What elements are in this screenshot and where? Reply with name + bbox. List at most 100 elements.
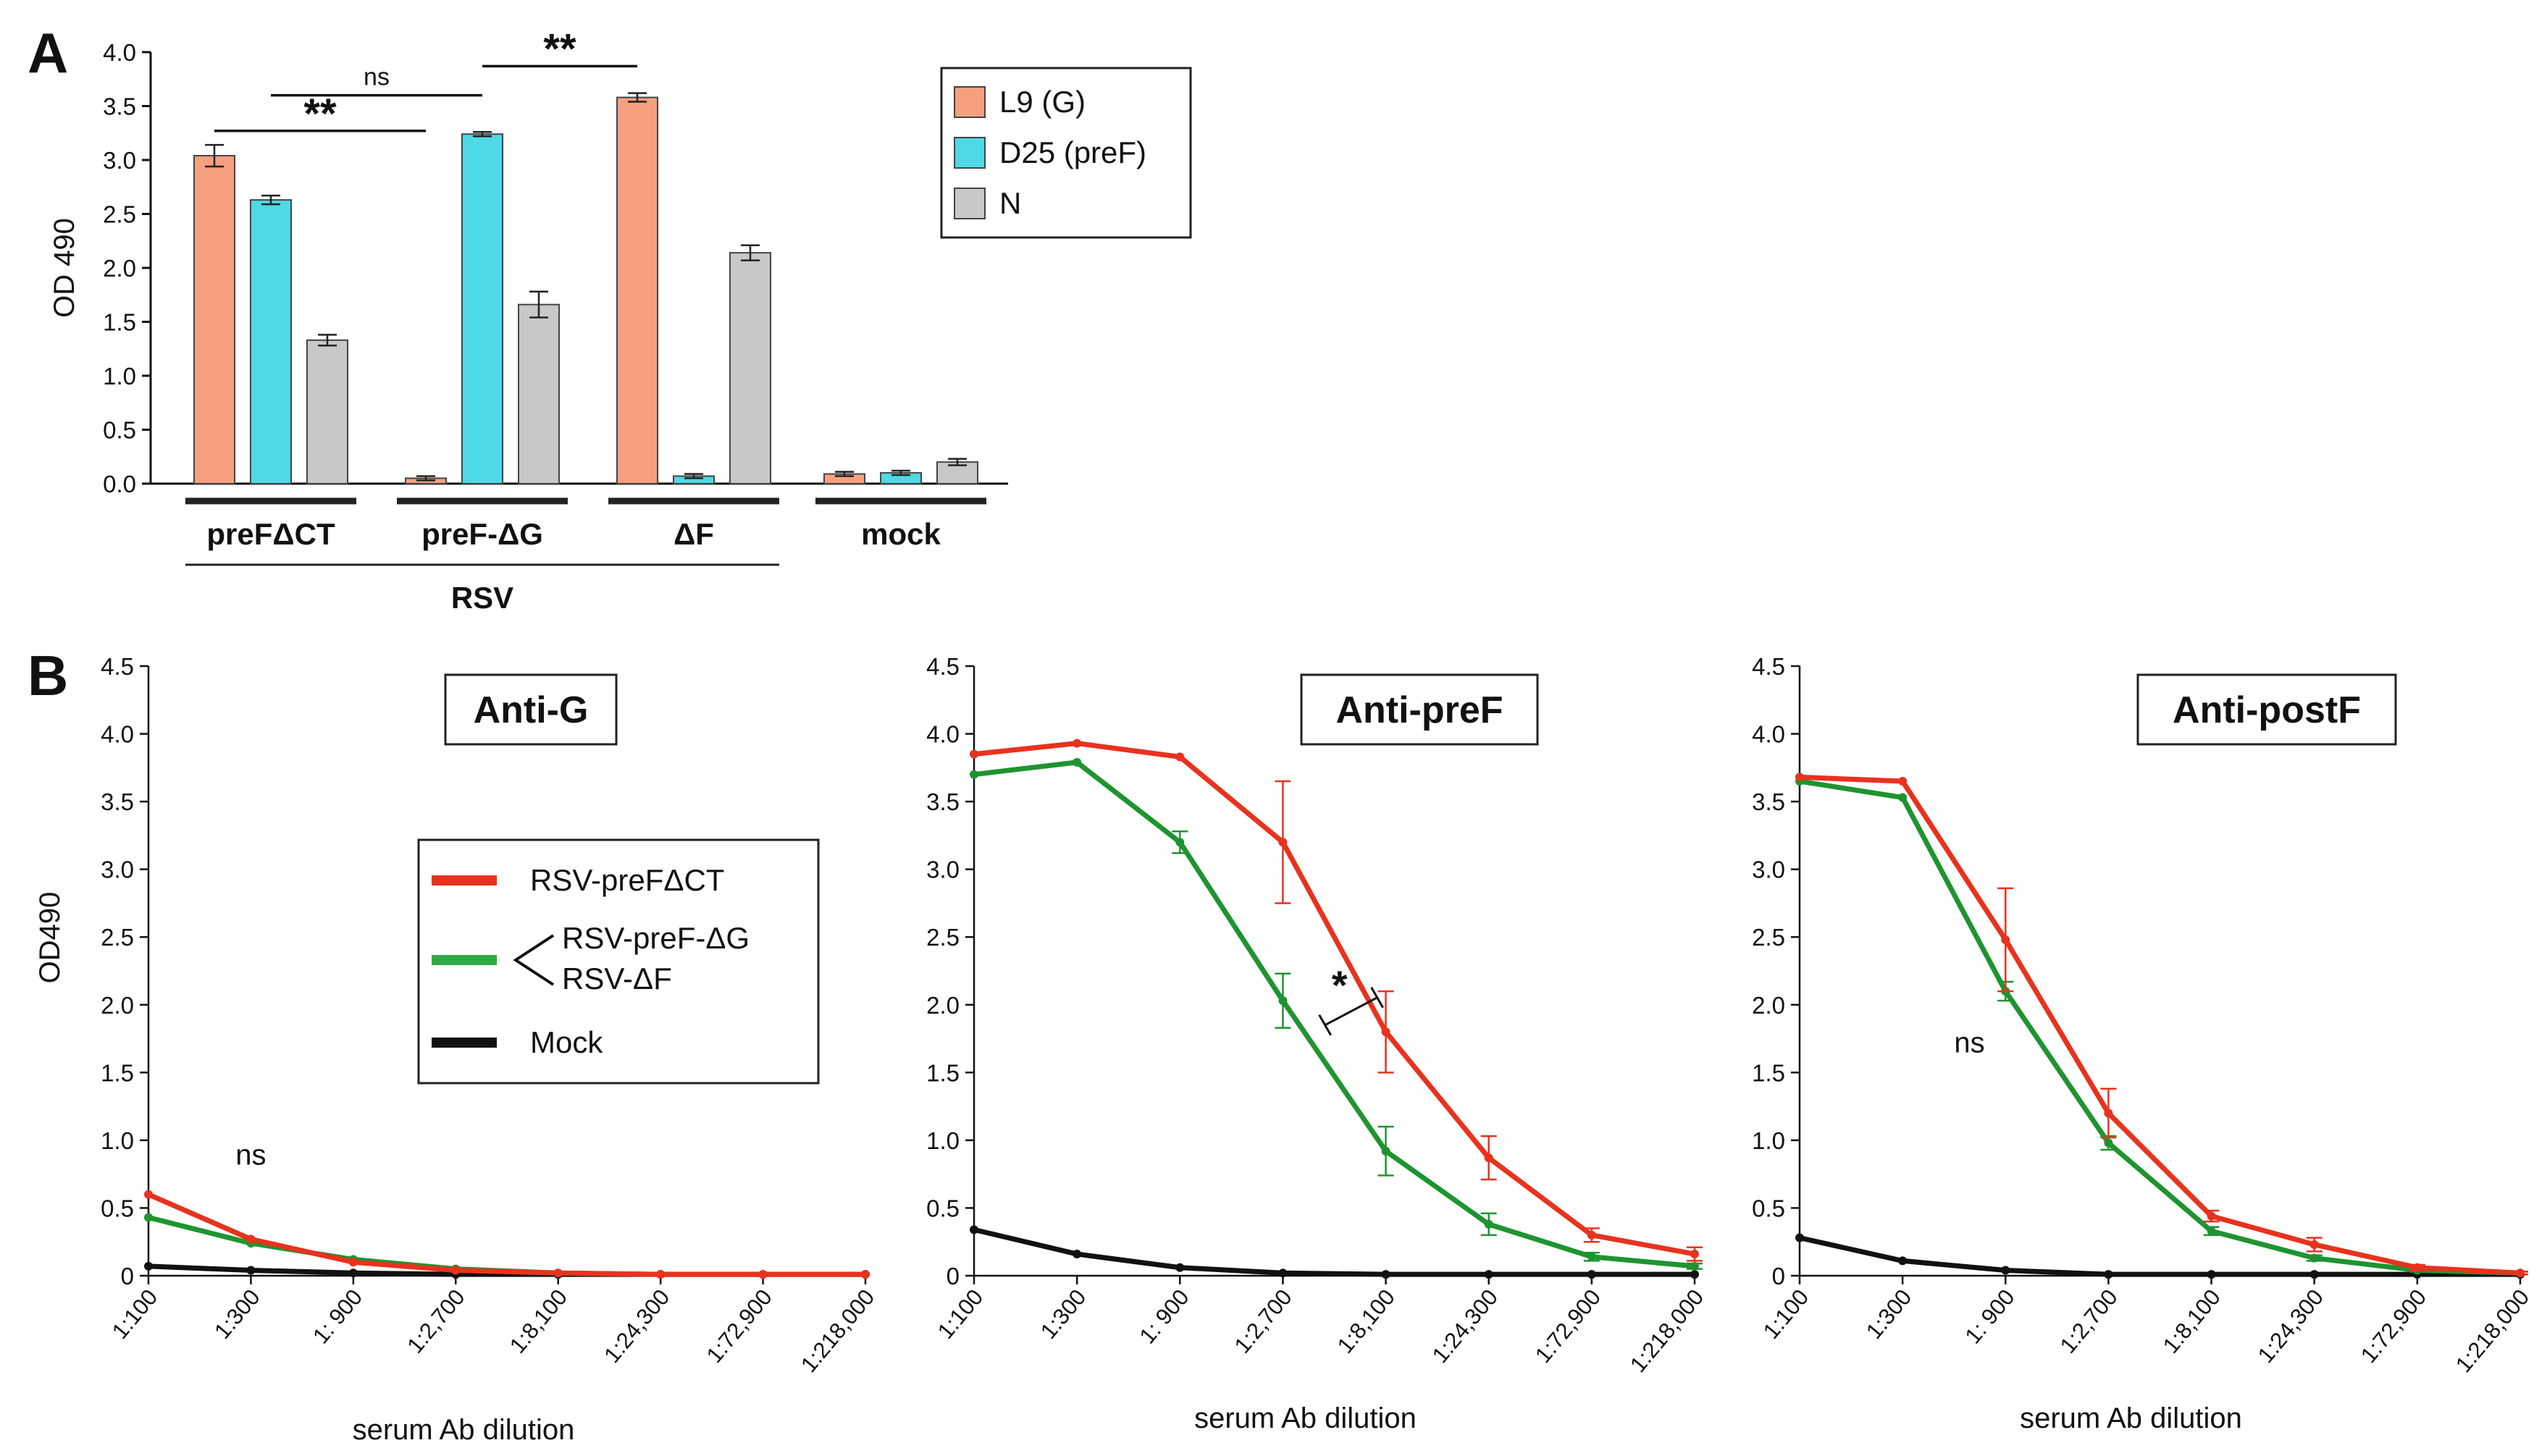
- y-tick-label: 3.0: [1752, 857, 1785, 883]
- y-tick-label: 1.5: [1752, 1059, 1785, 1086]
- data-point-mock: [348, 1268, 358, 1278]
- chart-title: Anti-preF: [1335, 689, 1503, 731]
- category-label-mock: mock: [861, 517, 941, 551]
- series-line-rsv-pref-ct: [973, 741, 1695, 1257]
- legend-b-label-mock: Mock: [530, 1025, 603, 1059]
- legend-b-label-pref-dct: RSV-preFΔCT: [530, 863, 724, 897]
- x-tick-label: 1:218,000: [1625, 1284, 1708, 1377]
- x-axis-label: serum Ab dilution: [353, 1414, 575, 1446]
- x-tick-label: 1:8,100: [2158, 1284, 2225, 1358]
- chart-title: Anti-postF: [2173, 689, 2361, 731]
- chart-title: Anti-G: [474, 689, 589, 731]
- data-point-mock: [246, 1266, 256, 1275]
- y-tick-label: 2.0: [1752, 992, 1785, 1019]
- legend-a-swatch-n: [954, 188, 986, 219]
- line-chart-anti-pref: 0 0.5 1.0 1.5 2.0 2.5 3.0 3.5 4.0 4.5 1:100 1:300 1:…: [926, 653, 1708, 1434]
- y-tick-label: 1.0: [1752, 1127, 1785, 1154]
- y-tick-label: 2.0: [101, 992, 134, 1019]
- data-point-mock: [1690, 1270, 1699, 1279]
- y-tick-label: 4.0: [101, 721, 134, 748]
- x-tick-label: 1: 900: [1134, 1284, 1193, 1349]
- legend-b-bracket: [513, 934, 555, 986]
- significance-label: *: [1332, 962, 1348, 1008]
- bar-pref-ct-d25-pref: [250, 199, 292, 484]
- x-tick-label: 1:72,900: [702, 1284, 777, 1368]
- line-chart-anti-postf: 0 0.5 1.0 1.5 2.0 2.5 3.0 3.5 4.0 4.5 1:100 1:300 1:…: [1752, 653, 2534, 1434]
- data-point-mock: [1278, 1268, 1288, 1278]
- y-axis-label: OD 490: [49, 218, 80, 318]
- legend-a: L9 (G) D25 (preF) N: [940, 67, 1192, 239]
- x-tick-label: 1:24,300: [599, 1284, 674, 1368]
- data-point-mock: [2104, 1270, 2113, 1279]
- x-axis-label: serum Ab dilution: [1194, 1402, 1417, 1434]
- data-point-mock: [2309, 1270, 2319, 1279]
- legend-a-swatch-l9: [954, 86, 986, 118]
- y-tick-label: 3.5: [1752, 788, 1785, 815]
- y-tick-label: 2.0: [926, 992, 960, 1019]
- data-point-rsv-pref-ct: [1175, 752, 1185, 762]
- bar-chart-od490: 0.0 0.5 1.0 1.5 2.0 2.5 3.0 3.5 4.0 OD 490 preFΔCT…: [49, 25, 1008, 615]
- data-point-rsv-pref-ct: [553, 1268, 563, 1278]
- x-tick-label: 1:218,000: [796, 1284, 879, 1377]
- significance-bracket-cap: [1318, 1014, 1332, 1036]
- data-point-rsv-pref-ct: [1795, 773, 1804, 782]
- y-tick-label: 3.5: [926, 788, 960, 815]
- data-point-rsv-pref-ct: [1898, 777, 1908, 786]
- data-point-mock: [1381, 1270, 1390, 1279]
- data-point-mock: [1795, 1233, 1804, 1242]
- significance-bracket-cap: [1370, 987, 1384, 1009]
- panel-b-label: B: [28, 644, 68, 707]
- y-tick-label: 4.0: [926, 721, 960, 748]
- significance-bracket: [1324, 996, 1378, 1027]
- data-point-rsv-pref-ct: [758, 1270, 768, 1279]
- significance-label: **: [543, 25, 576, 72]
- x-tick-label: 1:72,900: [1530, 1284, 1606, 1368]
- bar-f-n: [729, 252, 771, 484]
- data-point-rsv-pref-g-rsv-f: [144, 1213, 153, 1222]
- y-tick-label: 4.5: [926, 653, 960, 680]
- x-tick-label: 1:218,000: [2451, 1284, 2534, 1377]
- y-tick-label: 2.5: [926, 924, 960, 951]
- x-tick-label: 1:2,700: [402, 1284, 469, 1358]
- x-tick-label: 1:8,100: [1333, 1284, 1400, 1358]
- legend-b-label-df: RSV-ΔF: [562, 961, 672, 996]
- y-tick-label: 0: [947, 1263, 960, 1289]
- y-tick-label: 1.0: [103, 363, 136, 390]
- bar-pref-ct-n: [306, 339, 348, 484]
- y-tick-label: 3.0: [103, 147, 136, 174]
- chart-title-box: [1300, 673, 1539, 746]
- x-tick-label: 1: 900: [308, 1284, 367, 1349]
- y-tick-label: 3.5: [103, 93, 136, 120]
- y-tick-label: 4.0: [1752, 721, 1785, 748]
- y-tick-label: 3.0: [101, 857, 134, 883]
- legend-a-label-n: N: [999, 186, 1021, 220]
- x-axis-label: serum Ab dilution: [2020, 1402, 2242, 1434]
- rsv-group-label: RSV: [451, 581, 513, 615]
- data-point-mock: [1073, 1250, 1082, 1259]
- category-label-pref-ct: preFΔCT: [206, 517, 335, 551]
- x-tick-label: 1:100: [933, 1284, 989, 1344]
- bar-pref-g-n: [518, 303, 560, 484]
- y-tick-label: 2.5: [101, 924, 134, 951]
- data-point-rsv-pref-ct: [1073, 738, 1082, 748]
- x-tick-label: 1:8,100: [505, 1284, 572, 1358]
- category-label-pref-g: preF-ΔG: [421, 517, 543, 551]
- y-tick-label: 0.5: [1752, 1195, 1785, 1221]
- y-tick-label: 3.5: [101, 788, 134, 815]
- x-tick-label: 1:24,300: [2253, 1284, 2328, 1368]
- y-tick-label: 1.0: [101, 1127, 134, 1154]
- data-point-mock: [1587, 1270, 1596, 1279]
- bar-f-l9-g: [616, 96, 658, 484]
- y-tick-label: 4.0: [103, 39, 136, 66]
- y-tick-label: 0.5: [103, 417, 136, 444]
- panel-a-label: A: [28, 21, 68, 85]
- y-tick-label: 0.5: [926, 1195, 960, 1221]
- chart-title-box: [444, 673, 618, 746]
- significance-label: ns: [364, 64, 390, 91]
- legend-b-label-pref-dg: RSV-preF-ΔG: [562, 921, 750, 955]
- chart-title-box: [2136, 673, 2397, 746]
- data-point-mock: [144, 1261, 153, 1271]
- data-point-rsv-pref-g-rsv-f: [1073, 757, 1082, 767]
- y-tick-label: 2.0: [103, 255, 136, 282]
